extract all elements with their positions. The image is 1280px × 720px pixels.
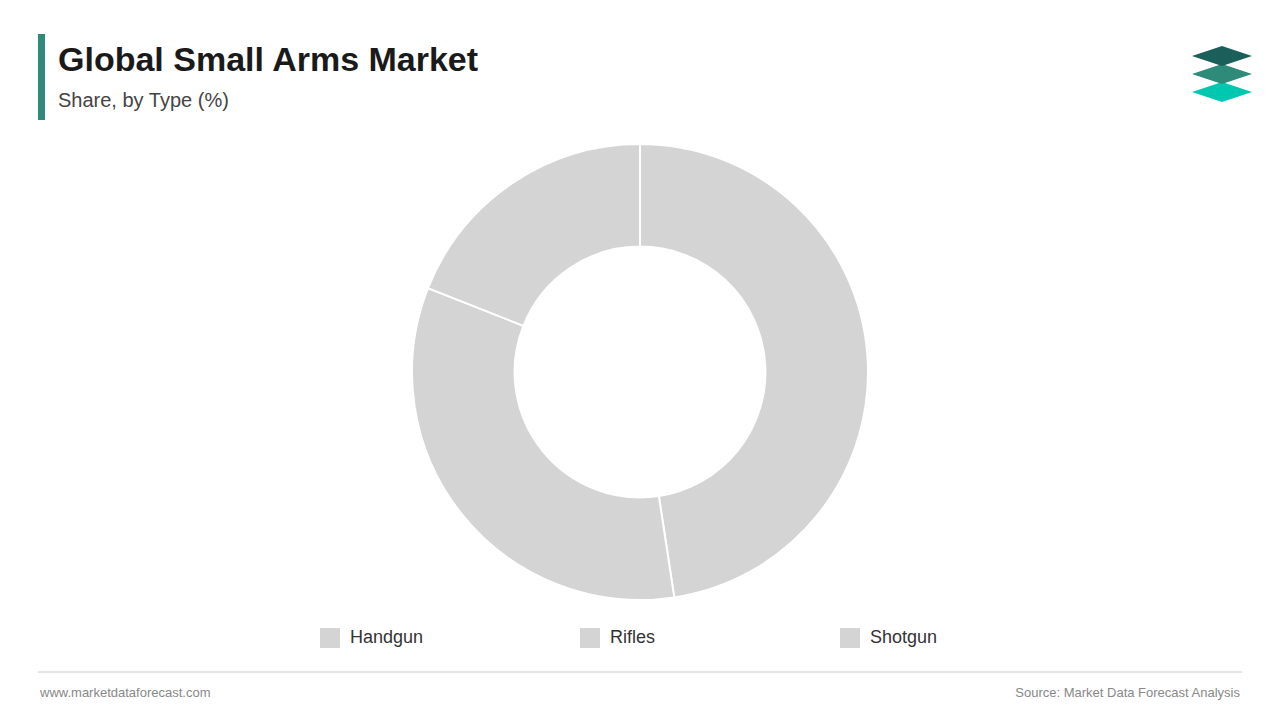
legend-item: Rifles <box>580 627 655 648</box>
logo-diamond <box>1192 46 1252 66</box>
legend-item: Shotgun <box>840 627 937 648</box>
title-bar <box>38 34 45 120</box>
title: Global Small Arms Market <box>58 40 478 78</box>
legend-swatch <box>840 628 860 648</box>
logo <box>1192 46 1252 102</box>
logo-diamond <box>1192 82 1252 102</box>
legend-item: Handgun <box>320 627 423 648</box>
slice <box>428 144 640 326</box>
subtitle: Share, by Type (%) <box>58 89 229 111</box>
legend-label: Shotgun <box>870 627 937 647</box>
footer-left: www.marketdataforecast.com <box>39 685 211 700</box>
legend-swatch <box>580 628 600 648</box>
donut <box>412 144 868 600</box>
footer-rule <box>38 672 1242 673</box>
slice <box>412 288 674 600</box>
chart: Global Small Arms Market Share, by Type (… <box>0 0 1280 720</box>
legend-label: Rifles <box>610 627 655 647</box>
footer-right: Source: Market Data Forecast Analysis <box>1015 685 1240 700</box>
slice <box>640 144 868 597</box>
legend-label: Handgun <box>350 627 423 647</box>
legend: Handgun Rifles Shotgun <box>320 627 937 648</box>
logo-diamond <box>1192 64 1252 84</box>
legend-swatch <box>320 628 340 648</box>
